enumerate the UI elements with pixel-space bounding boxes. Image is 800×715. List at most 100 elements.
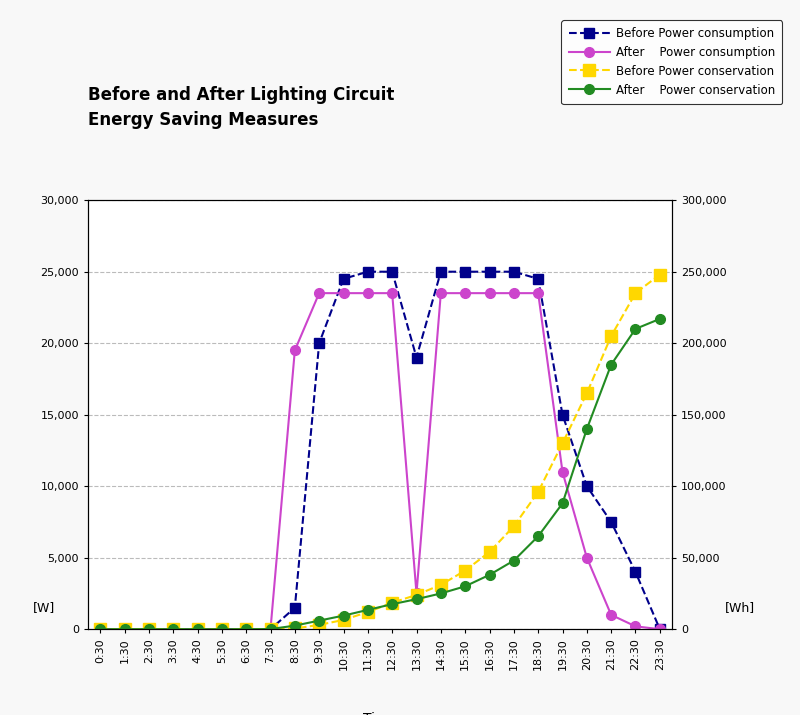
Before Power conservation <box>120 625 130 633</box>
After    Power consumption <box>655 625 665 633</box>
Before Power conservation <box>290 624 300 633</box>
After    Power conservation <box>168 625 178 633</box>
Before Power consumption <box>193 625 202 633</box>
Legend: Before Power consumption, After    Power consumption, Before Power conservation,: Before Power consumption, After Power co… <box>562 20 782 104</box>
After    Power consumption <box>509 289 518 297</box>
After    Power conservation <box>193 625 202 633</box>
Before Power conservation <box>217 625 226 633</box>
Line: Before Power consumption: Before Power consumption <box>95 267 665 634</box>
After    Power conservation <box>290 621 300 630</box>
After    Power conservation <box>534 532 543 541</box>
After    Power conservation <box>412 595 422 603</box>
Before Power consumption <box>412 353 422 362</box>
After    Power conservation <box>120 625 130 633</box>
After    Power consumption <box>630 622 640 631</box>
Before Power conservation <box>509 522 518 531</box>
Before Power consumption <box>582 482 592 490</box>
Before Power conservation <box>193 625 202 633</box>
After    Power conservation <box>363 606 373 614</box>
Before Power consumption <box>630 568 640 576</box>
After    Power conservation <box>630 325 640 333</box>
After    Power conservation <box>436 589 446 598</box>
After    Power consumption <box>120 625 130 633</box>
Before Power consumption <box>242 625 251 633</box>
Before Power conservation <box>630 289 640 297</box>
Before Power consumption <box>436 267 446 276</box>
After    Power consumption <box>168 625 178 633</box>
Before Power consumption <box>120 625 130 633</box>
After    Power consumption <box>460 289 470 297</box>
Before Power conservation <box>436 581 446 589</box>
After    Power conservation <box>242 625 251 633</box>
After    Power consumption <box>266 625 275 633</box>
Before Power consumption <box>95 625 105 633</box>
Before Power consumption <box>485 267 494 276</box>
Before Power conservation <box>338 616 348 624</box>
After    Power conservation <box>606 360 616 369</box>
Before Power consumption <box>144 625 154 633</box>
Before Power conservation <box>266 625 275 633</box>
Before Power consumption <box>558 410 567 419</box>
Before Power consumption <box>168 625 178 633</box>
After    Power consumption <box>387 289 397 297</box>
After    Power consumption <box>558 468 567 476</box>
After    Power conservation <box>558 499 567 508</box>
Before Power conservation <box>168 625 178 633</box>
After    Power consumption <box>314 289 324 297</box>
After    Power conservation <box>144 625 154 633</box>
Before Power consumption <box>655 625 665 633</box>
After    Power consumption <box>485 289 494 297</box>
After    Power conservation <box>655 315 665 323</box>
After    Power conservation <box>266 625 275 633</box>
After    Power consumption <box>242 625 251 633</box>
Line: After    Power conservation: After Power conservation <box>95 314 665 634</box>
Before Power conservation <box>412 591 422 599</box>
After    Power consumption <box>606 611 616 619</box>
Before Power conservation <box>460 566 470 575</box>
Text: Before and After Lighting Circuit: Before and After Lighting Circuit <box>88 86 394 104</box>
After    Power conservation <box>509 556 518 565</box>
Before Power consumption <box>290 603 300 612</box>
Before Power conservation <box>558 439 567 448</box>
After    Power conservation <box>387 600 397 608</box>
Line: After    Power consumption: After Power consumption <box>95 288 665 634</box>
Before Power conservation <box>242 625 251 633</box>
Before Power conservation <box>582 389 592 398</box>
Before Power conservation <box>485 548 494 556</box>
Before Power consumption <box>534 275 543 283</box>
After    Power consumption <box>290 346 300 355</box>
Before Power conservation <box>363 608 373 616</box>
After    Power conservation <box>582 425 592 433</box>
After    Power conservation <box>314 616 324 625</box>
Line: Before Power conservation: Before Power conservation <box>94 269 666 635</box>
Before Power conservation <box>655 270 665 279</box>
After    Power consumption <box>534 289 543 297</box>
After    Power conservation <box>460 582 470 591</box>
Before Power conservation <box>606 332 616 340</box>
After    Power consumption <box>582 553 592 562</box>
Before Power conservation <box>534 488 543 496</box>
Text: [Wh]: [Wh] <box>725 601 754 614</box>
Before Power consumption <box>314 339 324 347</box>
Before Power conservation <box>144 625 154 633</box>
After    Power conservation <box>217 625 226 633</box>
After    Power consumption <box>412 589 422 598</box>
After    Power consumption <box>95 625 105 633</box>
X-axis label: Time: Time <box>363 711 397 715</box>
Before Power consumption <box>509 267 518 276</box>
After    Power consumption <box>363 289 373 297</box>
Text: Energy Saving Measures: Energy Saving Measures <box>88 111 318 129</box>
Before Power consumption <box>266 625 275 633</box>
After    Power consumption <box>217 625 226 633</box>
Before Power consumption <box>606 518 616 526</box>
Before Power conservation <box>95 625 105 633</box>
After    Power conservation <box>485 571 494 579</box>
Text: [W]: [W] <box>33 601 54 614</box>
After    Power consumption <box>338 289 348 297</box>
Before Power consumption <box>338 275 348 283</box>
Before Power conservation <box>314 621 324 629</box>
Before Power conservation <box>387 598 397 607</box>
After    Power conservation <box>338 611 348 620</box>
After    Power consumption <box>193 625 202 633</box>
After    Power consumption <box>144 625 154 633</box>
